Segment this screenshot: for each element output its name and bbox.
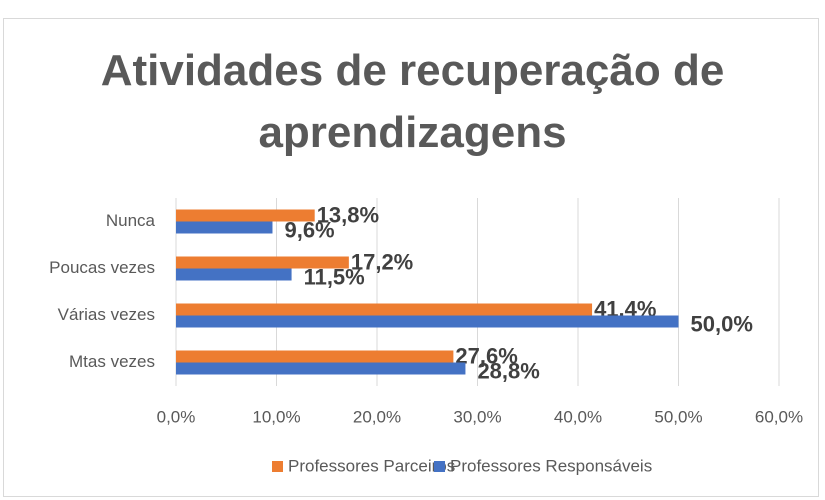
bar (176, 221, 273, 234)
legend-swatch (272, 461, 283, 472)
bar (176, 315, 679, 328)
bar (176, 256, 349, 269)
x-tick-label: 20,0% (353, 407, 401, 426)
chart-title: Atividades de recuperação de aprendizage… (100, 46, 725, 157)
bar (176, 362, 466, 375)
y-tick-label: Mtas vezes (69, 352, 155, 371)
data-label: 17,2% (351, 249, 413, 274)
legend-swatch (434, 461, 445, 472)
x-tick-label: 30,0% (453, 407, 501, 426)
data-label: 28,8% (477, 358, 539, 383)
data-label: 11,5% (304, 264, 365, 289)
bar (176, 303, 593, 316)
y-tick-label: Nunca (106, 211, 156, 230)
y-tick-label: Várias vezes (58, 305, 155, 324)
x-tick-label: 60,0% (755, 407, 803, 426)
y-tick-label: Poucas vezes (49, 258, 155, 277)
bar (176, 350, 454, 363)
legend-label: Professores Parceiros (288, 456, 455, 475)
bar (176, 209, 315, 222)
data-label: 9,6% (284, 217, 334, 242)
chart-border (3, 18, 819, 497)
data-label: 50,0% (691, 311, 753, 336)
x-tick-label: 50,0% (654, 407, 702, 426)
x-tick-label: 0,0% (157, 407, 196, 426)
x-tick-label: 10,0% (252, 407, 300, 426)
bar (176, 268, 292, 281)
data-label: 13,8% (317, 202, 379, 227)
legend-label: Professores Responsáveis (450, 456, 652, 475)
data-label: 27,6% (455, 343, 517, 368)
x-tick-label: 40,0% (554, 407, 602, 426)
